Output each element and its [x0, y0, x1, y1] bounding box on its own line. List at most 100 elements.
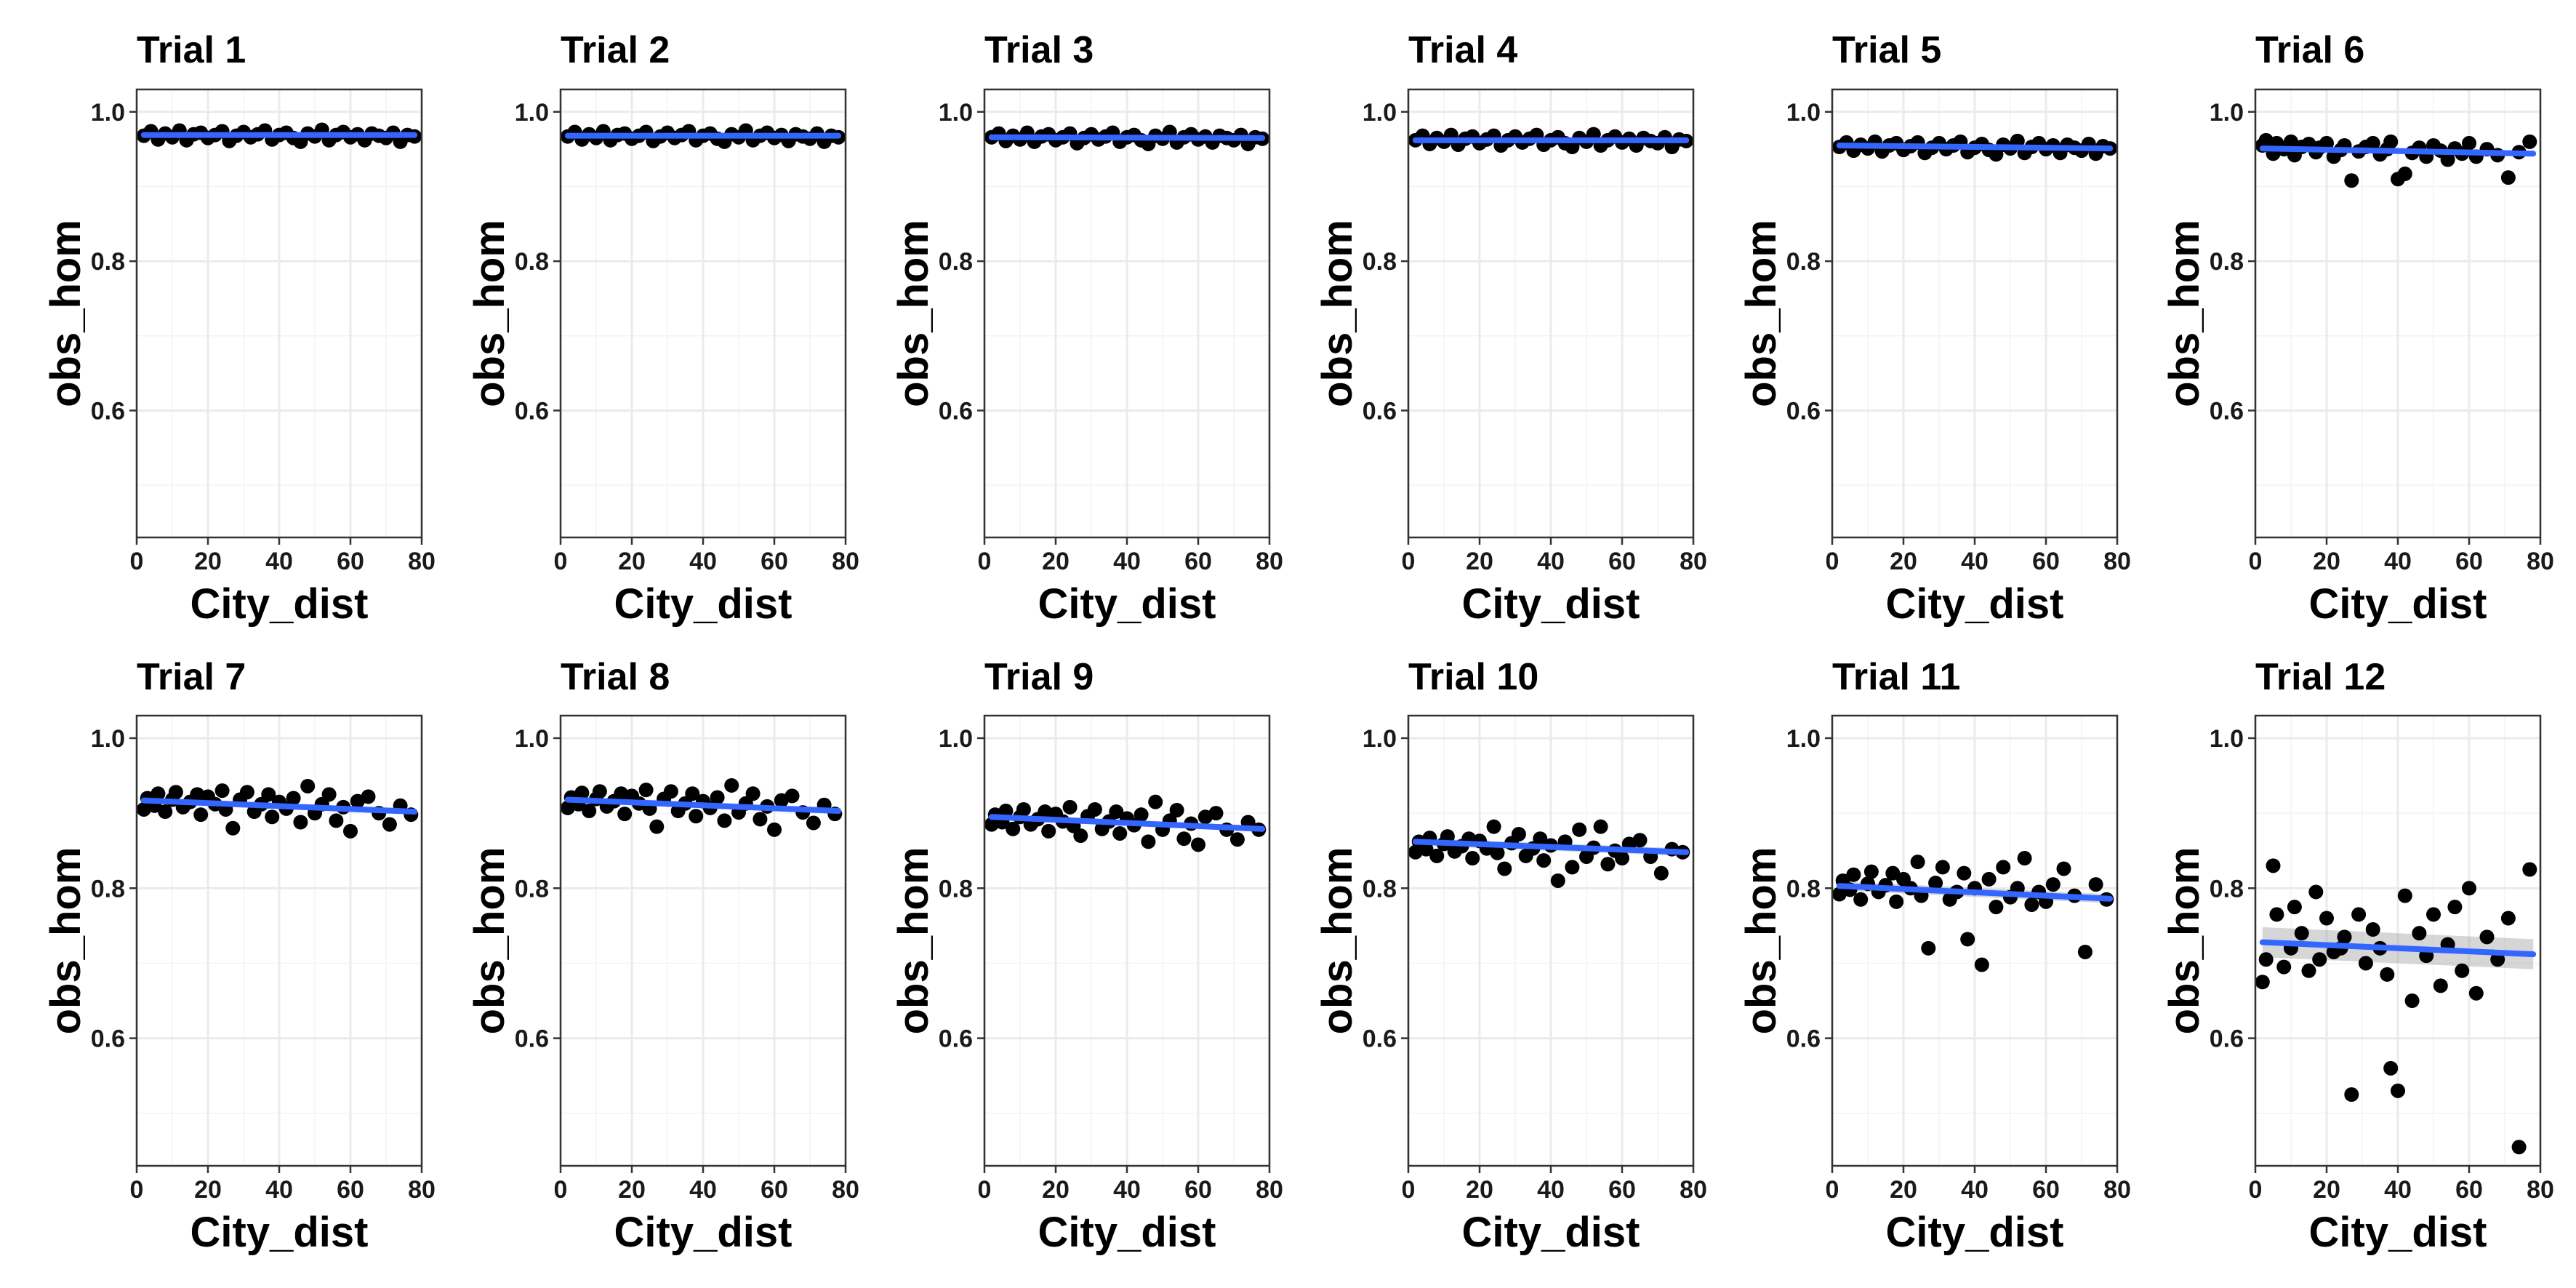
- x-tick-label: 80: [2527, 548, 2554, 575]
- x-tick-label: 0: [554, 548, 568, 575]
- data-point: [1885, 865, 1901, 881]
- data-point: [1960, 932, 1975, 947]
- data-point: [1593, 819, 1608, 834]
- data-point: [1176, 831, 1192, 847]
- data-point: [1910, 855, 1925, 870]
- data-point: [293, 815, 308, 830]
- regression-line: [2259, 145, 2537, 157]
- y-tick-label: 0.6: [515, 397, 549, 425]
- y-tick-label: 1.0: [515, 725, 549, 753]
- panel-trial-3: 0.6 0.8 1.0 0 20 40 60 80 Trial 3 City_dist obs_ho…: [890, 29, 1283, 628]
- data-point: [2500, 911, 2516, 926]
- data-point: [649, 819, 665, 834]
- panel-trial-1: 0.6 0.8 1.0 0 20 40 60 80 Trial 1 City_dist obs_ho…: [42, 29, 436, 628]
- data-point: [1846, 867, 1861, 882]
- data-point: [168, 785, 183, 800]
- y-tick-label: 0.6: [515, 1025, 549, 1053]
- data-point: [1486, 819, 1501, 834]
- data-point: [2024, 897, 2039, 912]
- panel-trial-2: 0.6 0.8 1.0 0 20 40 60 80 Trial 2 City_dist obs_ho…: [466, 29, 859, 628]
- data-point: [2088, 877, 2103, 892]
- data-point: [343, 823, 358, 839]
- y-tick-label: 0.6: [2210, 1025, 2244, 1053]
- y-tick-label: 0.6: [91, 397, 125, 425]
- x-tick-label: 40: [1537, 548, 1565, 575]
- data-point: [1536, 853, 1552, 868]
- x-tick-label: 40: [1113, 1176, 1141, 1204]
- x-tick-label: 0: [130, 548, 144, 575]
- data-point: [1974, 957, 1989, 972]
- x-tick-label: 80: [1256, 1176, 1283, 1204]
- data-point: [2017, 851, 2032, 866]
- data-point: [2447, 900, 2463, 915]
- data-point: [193, 807, 209, 823]
- data-point: [717, 813, 732, 828]
- data-point: [1863, 864, 1879, 879]
- data-point: [1133, 807, 1149, 823]
- data-point: [767, 822, 782, 837]
- y-axis-title: obs_hom: [466, 847, 513, 1035]
- data-point: [2276, 959, 2292, 975]
- data-point: [1169, 802, 1184, 817]
- y-axis-title: obs_hom: [890, 220, 937, 407]
- data-point: [1957, 865, 1972, 881]
- data-point: [1016, 801, 1031, 817]
- x-tick-label: 60: [337, 548, 364, 575]
- y-tick-label: 0.6: [1786, 1025, 1821, 1053]
- panel-title: Trial 5: [1832, 29, 1941, 71]
- data-point: [2462, 135, 2476, 151]
- data-point: [2511, 1140, 2527, 1155]
- y-tick-label: 1.0: [515, 99, 549, 127]
- data-point: [239, 785, 254, 800]
- y-tick-label: 0.8: [1363, 248, 1397, 276]
- panel-title: Trial 8: [561, 656, 670, 698]
- panel-trial-9: 0.6 0.8 1.0 0 20 40 60 80 Trial 9 City_dist obs_ho…: [890, 656, 1283, 1256]
- x-tick-label: 0: [2249, 1176, 2263, 1204]
- data-point: [2440, 152, 2455, 167]
- data-point: [1073, 828, 1088, 844]
- y-axis-title: obs_hom: [2161, 847, 2208, 1035]
- y-tick-label: 1.0: [939, 99, 973, 127]
- data-point: [2258, 952, 2274, 967]
- x-tick-label: 20: [1042, 1176, 1070, 1204]
- data-point: [1615, 851, 1629, 866]
- data-point: [689, 809, 704, 824]
- y-axis-title: obs_hom: [2161, 220, 2208, 407]
- data-point: [361, 789, 376, 804]
- x-axis-title: City_dist: [190, 1209, 369, 1256]
- data-point: [753, 812, 768, 827]
- x-axis-title: City_dist: [1038, 1209, 1216, 1256]
- x-tick-label: 0: [554, 1176, 568, 1204]
- y-tick-label: 0.6: [939, 397, 973, 425]
- y-tick-label: 0.6: [1363, 1025, 1397, 1053]
- x-tick-label: 20: [2313, 1176, 2340, 1204]
- data-point: [2351, 907, 2367, 922]
- x-axis-title: City_dist: [1462, 580, 1640, 628]
- y-axis-title: obs_hom: [890, 847, 937, 1035]
- data-point: [745, 786, 761, 801]
- y-tick-label: 1.0: [1786, 99, 1821, 127]
- data-point: [2391, 1083, 2405, 1098]
- y-tick-label: 0.6: [1363, 397, 1397, 425]
- y-axis-title: obs_hom: [1738, 847, 1785, 1035]
- x-tick-label: 40: [265, 1176, 293, 1204]
- data-point: [2522, 862, 2537, 877]
- x-tick-label: 0: [1402, 548, 1416, 575]
- y-tick-label: 1.0: [1363, 725, 1397, 753]
- x-tick-label: 20: [618, 1176, 646, 1204]
- y-tick-label: 1.0: [2210, 99, 2244, 127]
- data-point: [1148, 794, 1163, 809]
- data-point: [574, 785, 590, 801]
- x-tick-label: 60: [761, 1176, 788, 1204]
- data-point: [1632, 833, 1648, 848]
- regression-line: [988, 814, 1266, 832]
- x-tick-label: 40: [1113, 548, 1141, 575]
- y-axis-title: obs_hom: [42, 220, 89, 407]
- y-axis-title: obs_hom: [1314, 220, 1361, 407]
- data-point: [2426, 907, 2441, 922]
- x-axis-title: City_dist: [1886, 580, 2064, 628]
- data-point: [2462, 881, 2476, 896]
- data-point: [2500, 170, 2516, 185]
- panel-title: Trial 3: [984, 29, 1094, 71]
- data-point: [2365, 922, 2380, 937]
